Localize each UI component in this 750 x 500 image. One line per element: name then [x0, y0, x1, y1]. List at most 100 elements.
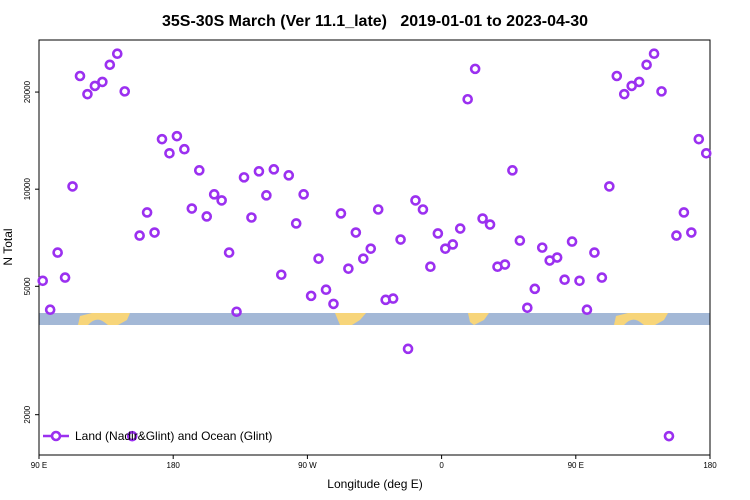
data-point: [246, 212, 257, 223]
data-point: [253, 166, 265, 177]
data-point: [559, 274, 570, 286]
data-point: [238, 172, 250, 183]
data-point: [298, 189, 309, 200]
data-point: [149, 227, 160, 238]
data-point: [97, 76, 108, 88]
data-point: [402, 343, 414, 355]
data-point: [507, 165, 518, 176]
data-point: [44, 304, 56, 316]
y-tick-label: 20000: [23, 80, 32, 103]
land-patch: [335, 313, 366, 325]
data-point: [134, 230, 145, 241]
data-point: [208, 189, 220, 200]
data-point: [156, 133, 168, 145]
data-point: [231, 306, 242, 318]
data-point: [574, 275, 585, 287]
data-point: [216, 195, 227, 206]
legend-label: Land (Nadir&Glint) and Ocean (Glint): [75, 429, 272, 443]
data-point: [223, 247, 235, 258]
data-point: [686, 227, 697, 238]
data-point: [67, 181, 78, 192]
data-point: [522, 302, 533, 314]
data-point: [335, 208, 347, 219]
data-point: [671, 230, 682, 241]
plot-frame: [38, 39, 711, 456]
data-point: [268, 164, 280, 175]
data-point: [447, 239, 459, 250]
data-point: [186, 203, 198, 214]
data-point: [201, 211, 213, 222]
x-tick-label: 90 E: [31, 461, 47, 470]
map-strip: [39, 313, 710, 325]
data-point: [410, 195, 421, 206]
data-point: [104, 59, 116, 71]
data-point: [111, 48, 123, 59]
land-patch: [624, 319, 644, 325]
data-point: [596, 272, 608, 283]
data-point: [529, 283, 541, 295]
data-point: [462, 93, 473, 105]
data-point: [290, 218, 302, 229]
ocean-band: [39, 313, 710, 325]
data-point: [395, 234, 406, 245]
x-tick-label: 0: [439, 461, 444, 470]
data-point: [648, 48, 660, 59]
data-point: [328, 298, 339, 310]
data-point: [276, 269, 287, 281]
data-point: [417, 204, 429, 215]
data-point: [656, 86, 667, 97]
x-axis-label: Longitude (deg E): [327, 477, 422, 491]
data-point: [611, 70, 623, 82]
data-point: [126, 430, 138, 442]
data-point: [536, 242, 548, 253]
data-point: [514, 235, 526, 246]
x-tick-label: 90 E: [568, 461, 584, 470]
data-point: [551, 252, 563, 263]
data-point: [454, 223, 466, 234]
data-point: [358, 253, 369, 264]
data-point: [171, 130, 183, 142]
x-tick-label: 90 W: [298, 461, 317, 470]
data-point: [320, 284, 332, 296]
x-tick-label: 180: [703, 461, 717, 470]
legend-marker: [50, 430, 62, 442]
land-patch: [468, 313, 489, 325]
data-point: [678, 207, 690, 218]
data-point: [663, 430, 675, 442]
data-point: [179, 143, 190, 155]
data-point: [372, 204, 384, 215]
data-point: [350, 227, 362, 238]
data-point: [343, 263, 354, 274]
data-point: [52, 247, 63, 258]
data-point: [141, 207, 153, 218]
data-point: [589, 247, 600, 258]
land-patch: [88, 319, 108, 325]
data-point: [387, 293, 399, 304]
data-point: [164, 147, 175, 159]
data-point: [566, 236, 578, 247]
data-point: [82, 88, 93, 100]
y-tick-label: 10000: [23, 178, 32, 201]
x-tick-label: 180: [167, 461, 181, 470]
data-point: [119, 86, 131, 97]
data-point: [37, 275, 49, 287]
y-axis-label: N Total: [1, 228, 15, 265]
data-point: [618, 88, 630, 100]
data-point: [193, 165, 205, 176]
y-tick-label: 2000: [23, 405, 32, 423]
y-tick-label: 5000: [23, 277, 32, 295]
data-point: [469, 63, 481, 75]
data-point: [641, 59, 652, 71]
data-point: [313, 253, 324, 264]
data-point: [425, 261, 436, 273]
data-point: [59, 272, 71, 283]
data-point: [432, 228, 444, 239]
data-point: [693, 133, 705, 145]
data-point: [700, 147, 712, 159]
data-point: [633, 76, 645, 88]
data-point: [365, 243, 377, 254]
data-point: [440, 243, 451, 254]
data-point: [484, 219, 496, 230]
